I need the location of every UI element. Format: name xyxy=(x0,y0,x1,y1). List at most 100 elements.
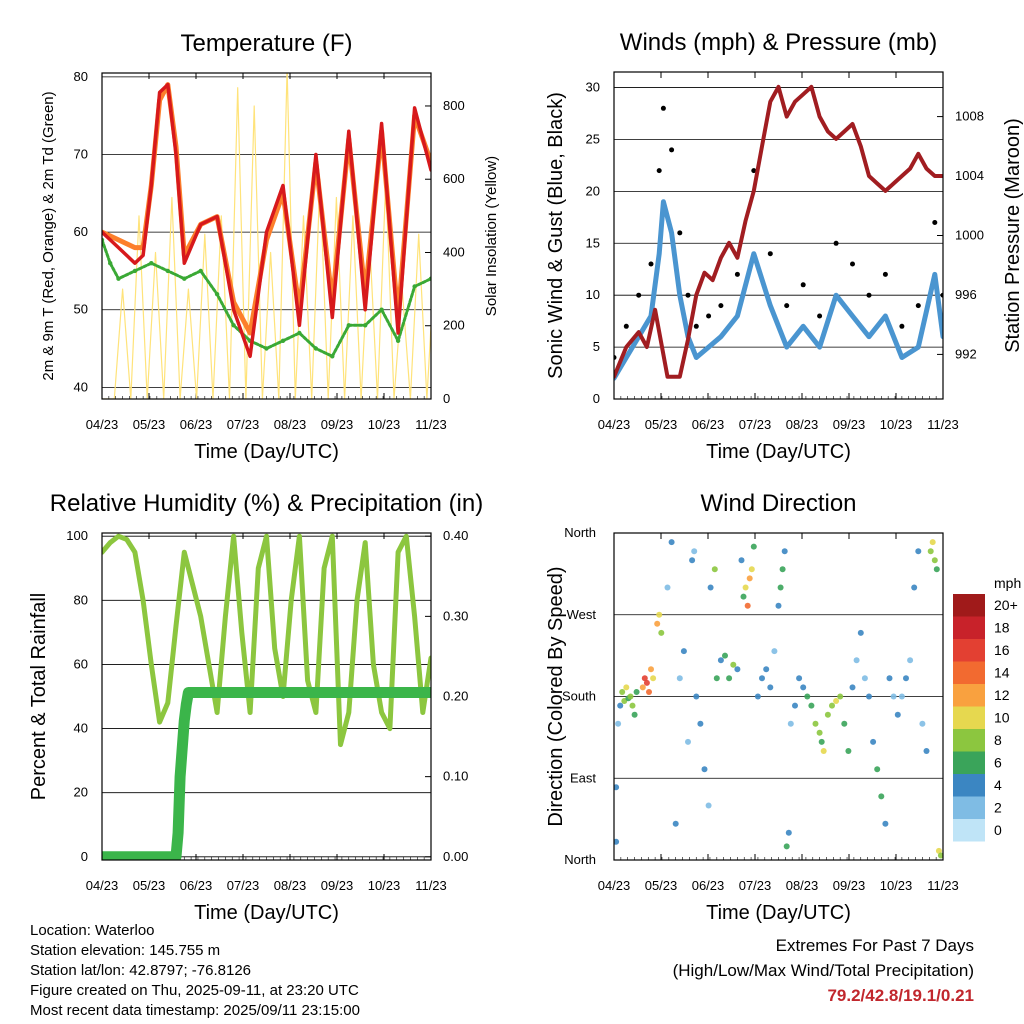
x-tick-label: 11/23 xyxy=(927,878,959,893)
wind-direction-point xyxy=(783,843,790,850)
wind-gust-point xyxy=(669,147,675,153)
wind-direction-point xyxy=(746,575,753,582)
legend-swatch xyxy=(953,594,985,617)
y-tick-label: 20 xyxy=(586,183,600,198)
x-tick-label: 04/23 xyxy=(86,878,119,893)
y2-axis-label: Solar Insolation (Yellow) xyxy=(483,156,500,316)
wind-direction-point xyxy=(923,748,930,754)
y2-tick-label: 800 xyxy=(443,98,465,113)
y-tick-label: North xyxy=(564,852,596,867)
legend-swatch xyxy=(953,729,985,752)
speed-legend: mph 20+ 18 16 14 12 10 8 6 4 2 0 xyxy=(953,575,1021,842)
station-latlon: Station lat/lon: 42.8797; -76.8126 xyxy=(30,962,252,979)
y2-tick-label: 0 xyxy=(443,391,450,406)
wind-gust-point xyxy=(784,303,790,309)
x-tick-label: 07/23 xyxy=(739,878,772,893)
y-tick-label: 20 xyxy=(74,785,88,800)
y-tick-label: 60 xyxy=(74,224,88,239)
wind-direction-point xyxy=(935,847,942,854)
wind-direction-point xyxy=(818,738,825,745)
y-tick-label: 0 xyxy=(81,849,88,864)
wind-direction-point xyxy=(804,693,811,700)
legend-swatch xyxy=(953,774,985,797)
plot-frame xyxy=(101,532,432,861)
dewpoint-2m-point xyxy=(214,292,220,297)
wind-direction-point xyxy=(633,689,640,695)
plot-area xyxy=(102,73,431,399)
wind-direction-point xyxy=(837,693,844,700)
wind-direction-point xyxy=(781,548,788,555)
wind-direction-point xyxy=(689,557,696,564)
wind-direction-point xyxy=(841,720,848,727)
wind-direction-point xyxy=(833,698,840,704)
y-tick-label: North xyxy=(564,525,596,540)
wind-direction-point xyxy=(617,702,624,709)
wind-gust-point xyxy=(833,240,839,246)
plot-frame xyxy=(613,532,944,861)
wind-gust-point xyxy=(940,292,943,298)
plot-frame xyxy=(101,72,432,400)
y-tick-label: 5 xyxy=(593,339,600,354)
wind-gust-point xyxy=(751,168,757,174)
wind-direction-point xyxy=(849,684,856,691)
y-tick-label: 25 xyxy=(586,131,600,146)
y2-tick-label: 0.00 xyxy=(443,849,468,864)
y-tick-label: 40 xyxy=(74,721,88,736)
x-tick-label: 06/23 xyxy=(692,417,725,432)
wind-gust-point xyxy=(767,251,773,257)
x-tick-label: 11/23 xyxy=(415,417,447,432)
wind-direction-point xyxy=(857,629,864,636)
plot-area xyxy=(614,84,943,381)
x-tick-label: 05/23 xyxy=(645,878,678,893)
y2-tick-label: 0.10 xyxy=(443,769,468,784)
wind-direction-point xyxy=(927,548,934,555)
wind-direction-point xyxy=(785,829,792,836)
y-tick-label: 50 xyxy=(74,302,88,317)
station-info: Location: Waterloo Station elevation: 14… xyxy=(30,921,360,1021)
dewpoint-2m-point xyxy=(412,284,417,289)
y-tick-label: 80 xyxy=(74,69,88,84)
wind-direction-point xyxy=(734,666,741,673)
wind-gust-point xyxy=(915,303,921,309)
station-elevation: Station elevation: 145.755 m xyxy=(30,942,221,959)
wind-direction-point xyxy=(627,693,634,700)
wind-direction-point xyxy=(672,820,679,827)
wind-direction-point xyxy=(866,693,872,700)
wind-direction-point xyxy=(800,684,807,691)
wind-direction-point xyxy=(697,720,704,727)
wind-direction-point xyxy=(707,584,714,591)
y-axis-label: 2m & 9m T (Red, Orange) & 2m Td (Green) xyxy=(40,91,57,380)
wind-direction-point xyxy=(874,766,881,773)
wind-direction-point xyxy=(744,602,751,609)
dewpoint-2m-point xyxy=(346,323,351,328)
wind-direction-point xyxy=(775,602,782,609)
wind-direction-point xyxy=(820,748,827,754)
wind-direction-point xyxy=(646,689,652,695)
y-tick-label: 60 xyxy=(74,656,88,671)
wind-direction-point xyxy=(829,702,835,709)
wind-direction-point xyxy=(711,566,718,573)
legend-title: mph xyxy=(994,575,1021,591)
dewpoint-2m-point xyxy=(165,268,170,274)
temp-2m-line xyxy=(102,82,431,359)
legend-label: 6 xyxy=(994,755,1002,771)
wind-direction-point xyxy=(933,566,940,573)
y-tick-label: 30 xyxy=(586,80,600,95)
wind-direction-point xyxy=(643,679,650,686)
wind-direction-point xyxy=(658,629,665,636)
wind-gust-point xyxy=(614,355,617,360)
y2-tick-label: 1004 xyxy=(955,168,984,183)
x-tick-label: 06/23 xyxy=(692,878,725,893)
dewpoint-2m-line xyxy=(102,238,431,358)
total-precip-line xyxy=(102,687,431,860)
wind-direction-point xyxy=(779,566,786,573)
legend-label: 8 xyxy=(994,732,1002,748)
wind-gust-point xyxy=(718,303,724,309)
wind-direction-point xyxy=(796,675,803,682)
y2-tick-label: 400 xyxy=(443,244,465,259)
y2-tick-label: 996 xyxy=(955,287,977,302)
wind-direction-point xyxy=(650,675,657,682)
y-tick-label: 80 xyxy=(74,592,88,607)
x-axis-label: Time (Day/UTC) xyxy=(194,902,339,924)
legend-label: 18 xyxy=(994,620,1010,636)
